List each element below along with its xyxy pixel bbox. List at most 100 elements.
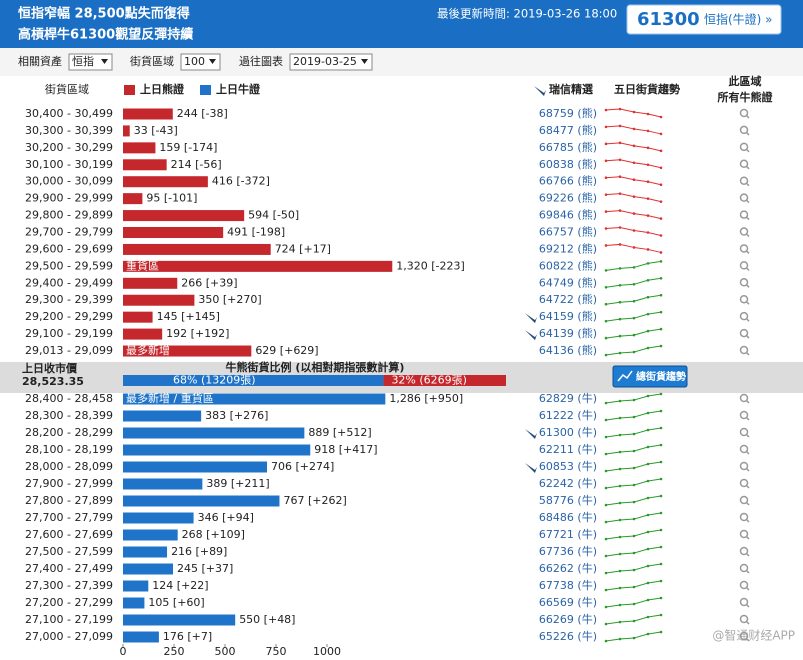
search-icon[interactable] [739, 108, 749, 118]
search-icon[interactable] [739, 563, 749, 573]
search-icon[interactable] [739, 244, 749, 253]
search-handle[interactable] [745, 131, 750, 136]
search-handle[interactable] [745, 552, 750, 557]
search-handle[interactable] [745, 216, 750, 221]
search-icon[interactable] [739, 294, 749, 304]
search-icon[interactable] [739, 142, 749, 152]
select-box[interactable] [68, 53, 113, 71]
search-handle[interactable] [745, 233, 750, 238]
search-handle[interactable] [745, 399, 750, 404]
search-icon[interactable] [739, 580, 749, 590]
code[interactable]: 60853 (牛) [539, 459, 597, 473]
search-icon[interactable] [739, 210, 749, 219]
code[interactable]: 66569 (牛) [539, 595, 597, 609]
search-icon[interactable] [739, 410, 749, 420]
code[interactable]: 60838 (熊) [539, 157, 597, 171]
search-handle[interactable] [745, 620, 750, 625]
code[interactable]: 64722 (熊) [539, 292, 597, 306]
code[interactable]: 66766 (熊) [539, 174, 597, 188]
badge[interactable] [626, 4, 782, 35]
code[interactable]: 66262 (牛) [539, 561, 597, 575]
search-handle[interactable] [745, 165, 750, 170]
search-handle[interactable] [745, 586, 750, 591]
search-handle[interactable] [745, 467, 750, 472]
search-icon[interactable] [739, 461, 749, 471]
code[interactable]: 62211 (牛) [539, 442, 597, 456]
search-handle[interactable] [745, 199, 750, 204]
search-handle[interactable] [745, 433, 750, 438]
select-value[interactable]: 100 [184, 55, 205, 68]
search-icon[interactable] [739, 427, 749, 437]
code[interactable]: 62242 (牛) [539, 476, 597, 490]
search-handle[interactable] [745, 148, 750, 153]
search-icon[interactable] [739, 311, 749, 321]
search-icon[interactable] [739, 125, 749, 135]
search-icon[interactable] [739, 393, 749, 403]
search-handle[interactable] [745, 267, 750, 271]
code[interactable]: 64139 (熊) [539, 326, 597, 340]
code[interactable]: 62829 (牛) [539, 391, 597, 405]
code[interactable]: 58776 (牛) [539, 493, 597, 507]
code[interactable]: 61300 (牛) [539, 425, 597, 439]
select-box[interactable] [289, 53, 373, 71]
search-icon[interactable] [739, 614, 749, 624]
search-icon[interactable] [739, 345, 749, 355]
search-handle[interactable] [745, 518, 750, 523]
search-handle[interactable] [745, 450, 750, 455]
select-arrow[interactable] [101, 59, 108, 64]
search-icon[interactable] [739, 278, 749, 287]
search-icon[interactable] [739, 512, 749, 522]
search-icon[interactable] [739, 176, 749, 185]
code[interactable]: 66785 (熊) [539, 140, 597, 154]
search-handle[interactable] [745, 416, 750, 421]
badge-name[interactable]: 恒指(牛證) » [704, 12, 773, 27]
code[interactable]: 64749 (熊) [539, 275, 597, 289]
search-handle[interactable] [745, 603, 750, 608]
search-icon[interactable] [739, 546, 749, 556]
code[interactable]: 67736 (牛) [539, 544, 597, 558]
search-handle[interactable] [745, 182, 750, 187]
search-handle[interactable] [745, 284, 750, 288]
code[interactable]: 69212 (熊) [539, 241, 597, 255]
search-icon[interactable] [739, 478, 749, 488]
button-icon[interactable] [617, 370, 633, 382]
select-arrow[interactable] [361, 59, 368, 64]
code[interactable]: 66269 (牛) [539, 612, 597, 626]
code[interactable]: 69846 (熊) [539, 208, 597, 222]
search-handle[interactable] [745, 351, 750, 356]
code[interactable]: 69226 (熊) [539, 191, 597, 205]
search-handle[interactable] [745, 637, 750, 642]
code[interactable]: 66757 (熊) [539, 225, 597, 239]
search-icon[interactable] [739, 193, 749, 202]
search-icon[interactable] [739, 159, 749, 169]
search-icon[interactable] [739, 444, 749, 454]
select-value[interactable]: 恒指 [72, 54, 94, 68]
code[interactable]: 64136 (熊) [539, 343, 597, 357]
button-label[interactable]: 總街貨趨勢 [636, 370, 686, 383]
search-handle[interactable] [745, 250, 750, 254]
select-arrow[interactable] [209, 59, 216, 64]
search-handle[interactable] [745, 535, 750, 540]
badge-code[interactable]: 61300 [637, 9, 700, 30]
search-handle[interactable] [745, 114, 750, 119]
code[interactable]: 60822 (熊) [539, 258, 597, 272]
code[interactable]: 68759 (熊) [539, 106, 597, 120]
select-box[interactable] [180, 53, 221, 71]
code[interactable]: 61222 (牛) [539, 408, 597, 422]
search-handle[interactable] [745, 335, 750, 339]
code[interactable]: 64159 (熊) [539, 309, 597, 323]
code[interactable]: 67721 (牛) [539, 527, 597, 541]
code[interactable]: 67738 (牛) [539, 578, 597, 592]
search-handle[interactable] [745, 569, 750, 574]
search-icon[interactable] [739, 597, 749, 607]
code[interactable]: 68486 (牛) [539, 510, 597, 524]
search-icon[interactable] [739, 261, 749, 270]
search-icon[interactable] [739, 631, 749, 641]
code[interactable]: 68477 (熊) [539, 123, 597, 137]
search-handle[interactable] [745, 501, 750, 506]
search-handle[interactable] [745, 301, 750, 305]
search-icon[interactable] [739, 328, 749, 338]
code[interactable]: 65226 (牛) [539, 629, 597, 643]
select-value[interactable]: 2019-03-25 [293, 55, 357, 68]
search-handle[interactable] [745, 318, 750, 322]
